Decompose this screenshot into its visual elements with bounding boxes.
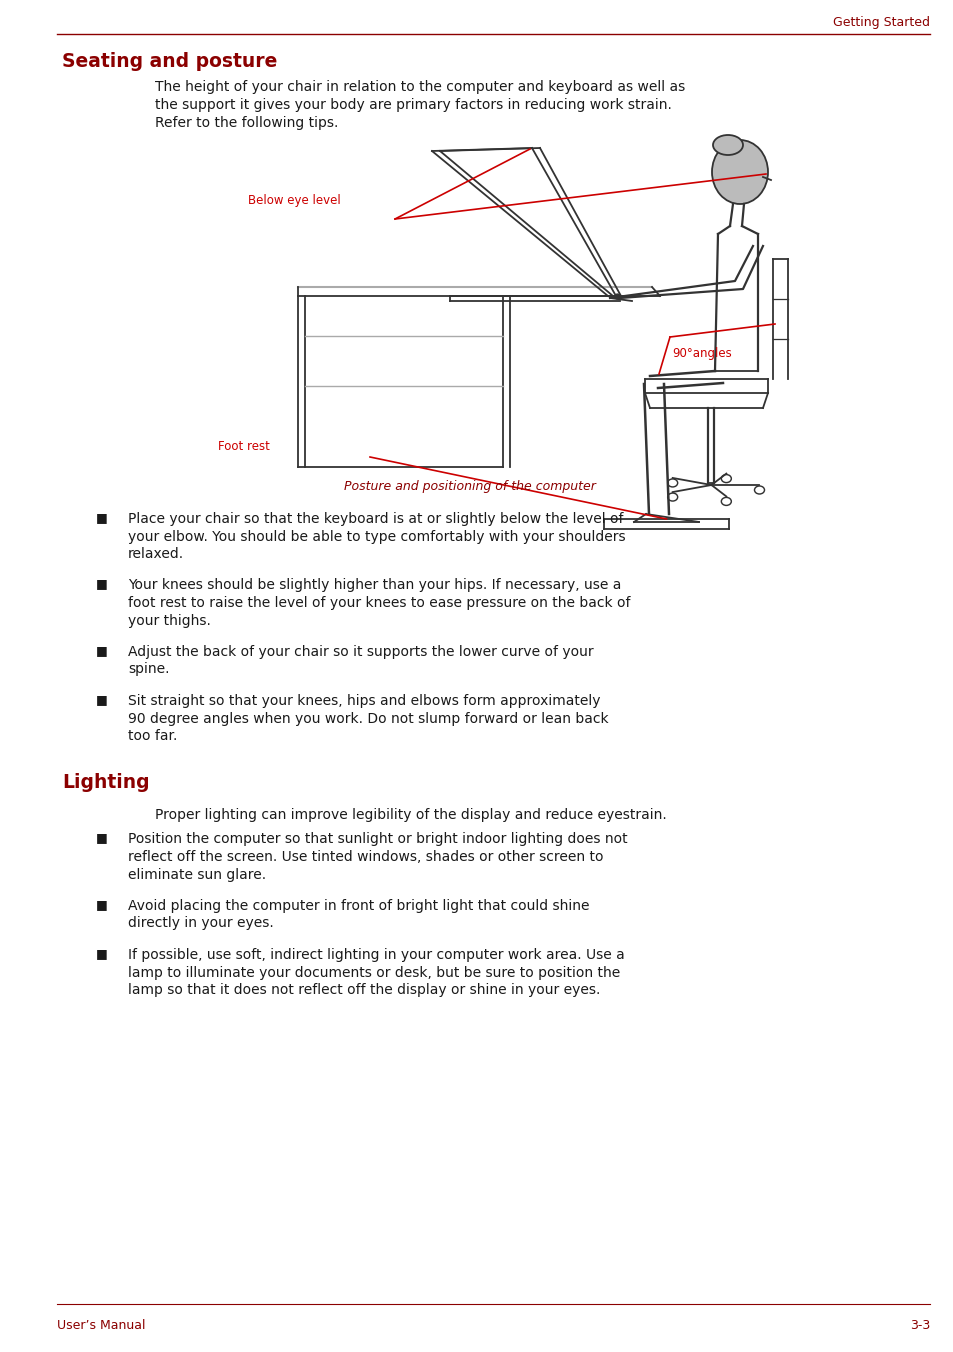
Text: Your knees should be slightly higher than your hips. If necessary, use a: Your knees should be slightly higher tha… — [128, 579, 620, 592]
Text: directly in your eyes.: directly in your eyes. — [128, 917, 274, 930]
Text: Foot rest: Foot rest — [218, 439, 270, 453]
Text: ■: ■ — [96, 946, 108, 960]
Text: User’s Manual: User’s Manual — [57, 1320, 146, 1332]
Text: ■: ■ — [96, 511, 108, 525]
Text: 90°angles: 90°angles — [671, 347, 731, 360]
Text: lamp to illuminate your documents or desk, but be sure to position the: lamp to illuminate your documents or des… — [128, 965, 619, 979]
Text: Proper lighting can improve legibility of the display and reduce eyestrain.: Proper lighting can improve legibility o… — [154, 807, 666, 822]
Text: Sit straight so that your knees, hips and elbows form approximately: Sit straight so that your knees, hips an… — [128, 694, 599, 708]
Text: 90 degree angles when you work. Do not slump forward or lean back: 90 degree angles when you work. Do not s… — [128, 711, 608, 726]
Ellipse shape — [720, 475, 731, 483]
Text: Posture and positioning of the computer: Posture and positioning of the computer — [344, 480, 596, 493]
Text: spine.: spine. — [128, 662, 170, 676]
Text: ■: ■ — [96, 694, 108, 706]
Text: ■: ■ — [96, 898, 108, 911]
Text: your thighs.: your thighs. — [128, 614, 211, 627]
Text: Lighting: Lighting — [62, 772, 150, 791]
Text: the support it gives your body are primary factors in reducing work strain.: the support it gives your body are prima… — [154, 97, 671, 112]
Text: Refer to the following tips.: Refer to the following tips. — [154, 116, 338, 130]
Text: The height of your chair in relation to the computer and keyboard as well as: The height of your chair in relation to … — [154, 80, 684, 95]
Text: ■: ■ — [96, 577, 108, 591]
Ellipse shape — [667, 479, 677, 487]
Ellipse shape — [712, 135, 742, 155]
Text: Getting Started: Getting Started — [832, 16, 929, 28]
Text: ■: ■ — [96, 644, 108, 657]
Text: lamp so that it does not reflect off the display or shine in your eyes.: lamp so that it does not reflect off the… — [128, 983, 599, 996]
Text: Place your chair so that the keyboard is at or slightly below the level of: Place your chair so that the keyboard is… — [128, 512, 623, 526]
Ellipse shape — [711, 141, 767, 204]
Ellipse shape — [754, 485, 763, 493]
Text: reflect off the screen. Use tinted windows, shades or other screen to: reflect off the screen. Use tinted windo… — [128, 850, 603, 864]
Text: Adjust the back of your chair so it supports the lower curve of your: Adjust the back of your chair so it supp… — [128, 645, 593, 658]
Ellipse shape — [667, 493, 677, 502]
Text: Position the computer so that sunlight or bright indoor lighting does not: Position the computer so that sunlight o… — [128, 833, 627, 846]
Ellipse shape — [720, 498, 731, 506]
Text: too far.: too far. — [128, 729, 177, 744]
Text: your elbow. You should be able to type comfortably with your shoulders: your elbow. You should be able to type c… — [128, 530, 625, 544]
Text: eliminate sun glare.: eliminate sun glare. — [128, 868, 266, 882]
Text: foot rest to raise the level of your knees to ease pressure on the back of: foot rest to raise the level of your kne… — [128, 596, 630, 610]
Text: relaxed.: relaxed. — [128, 548, 184, 561]
Text: Avoid placing the computer in front of bright light that could shine: Avoid placing the computer in front of b… — [128, 899, 589, 913]
Text: 3-3: 3-3 — [909, 1320, 929, 1332]
Text: ■: ■ — [96, 831, 108, 845]
Text: Below eye level: Below eye level — [248, 193, 340, 207]
Text: If possible, use soft, indirect lighting in your computer work area. Use a: If possible, use soft, indirect lighting… — [128, 948, 624, 963]
Text: Seating and posture: Seating and posture — [62, 51, 277, 72]
